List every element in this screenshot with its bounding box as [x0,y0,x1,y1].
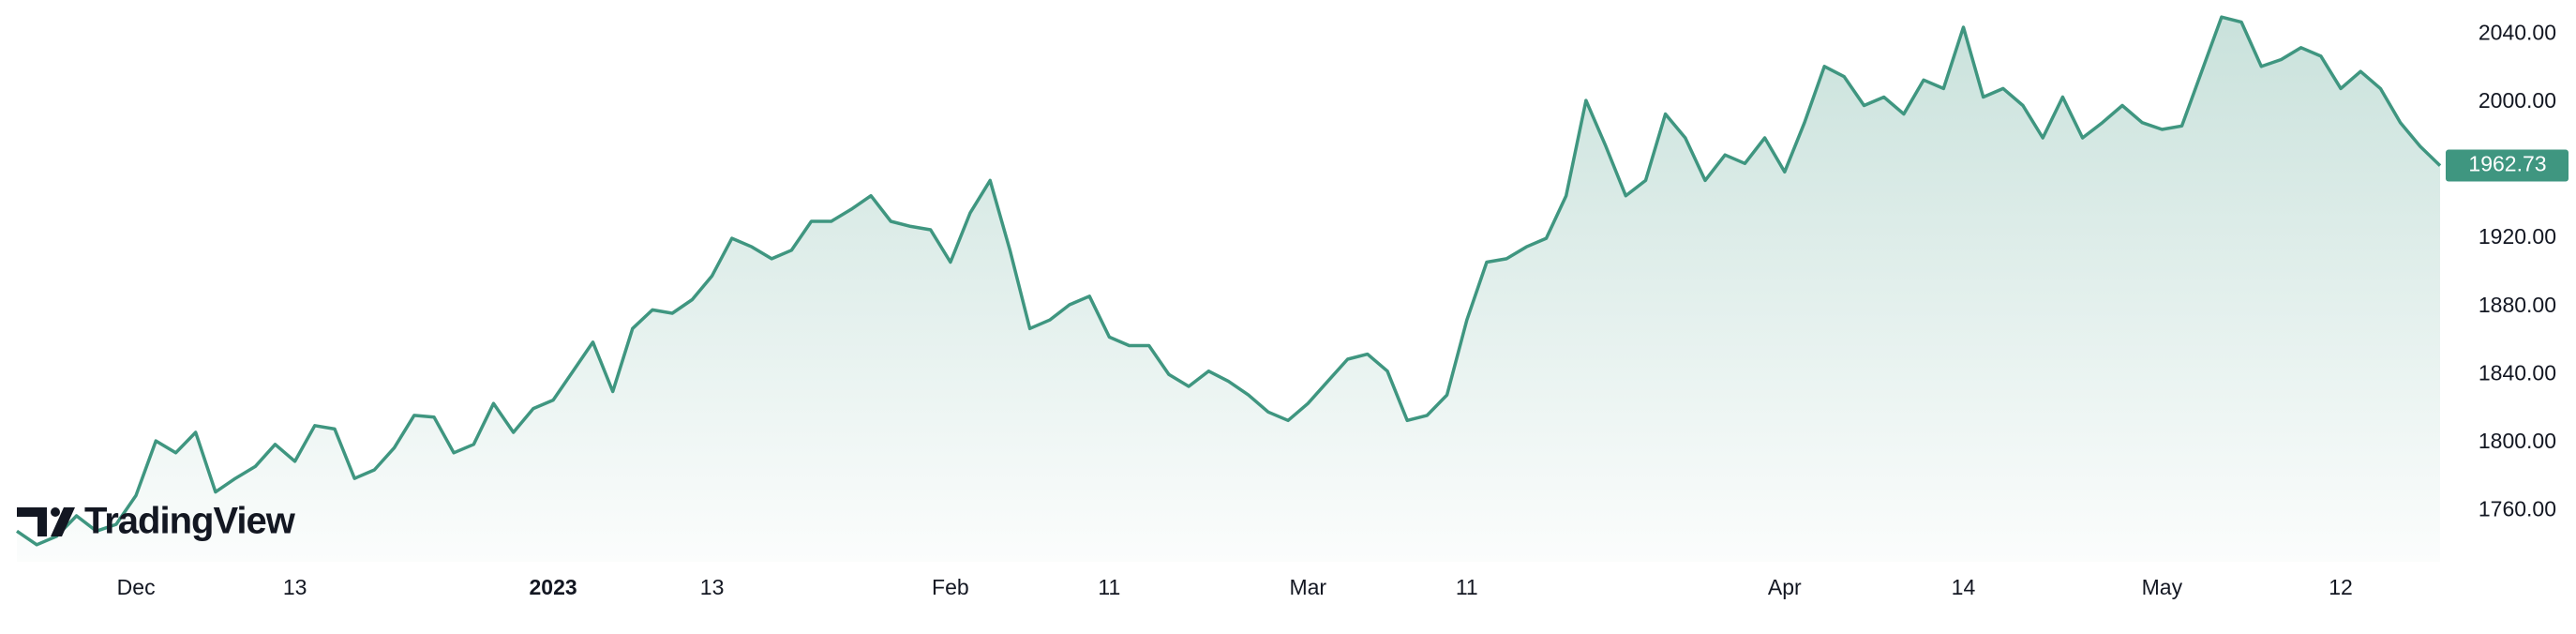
x-tick-label: 12 [2329,575,2353,599]
watermark: TradingView [17,501,297,542]
last-value-label: 1962.73 [2468,152,2546,176]
y-tick-label: 1880.00 [2479,293,2556,317]
x-tick-label: Mar [1289,575,1326,599]
x-tick-label: Apr [1768,575,1802,599]
plot-area [16,15,2442,562]
x-tick-label: 14 [1952,575,1976,599]
x-tick-label: Dec [117,575,156,599]
logo-slash [51,507,75,536]
watermark-text: TradingView [84,501,296,542]
x-tick-label: 2023 [530,575,577,599]
y-tick-label: 2000.00 [2479,88,2556,113]
last-value-badge [2446,149,2569,182]
y-tick-label: 1920.00 [2479,224,2556,249]
x-tick-label: 13 [283,575,307,599]
logo-dot [51,507,60,517]
y-tick-label: 1800.00 [2479,429,2556,453]
price-line [16,15,2442,547]
x-tick-label: May [2142,575,2183,599]
x-tick-label: 13 [700,575,725,599]
x-tick-label: Feb [932,575,969,599]
area-fill [17,17,2440,562]
y-tick-label: 2040.00 [2479,20,2556,44]
x-tick-label: 11 [1098,575,1120,599]
y-tick-label: 1760.00 [2479,497,2556,521]
x-tick-label: 11 [1456,575,1478,599]
logo-mark [17,507,47,536]
y-tick-label: 1840.00 [2479,360,2556,385]
